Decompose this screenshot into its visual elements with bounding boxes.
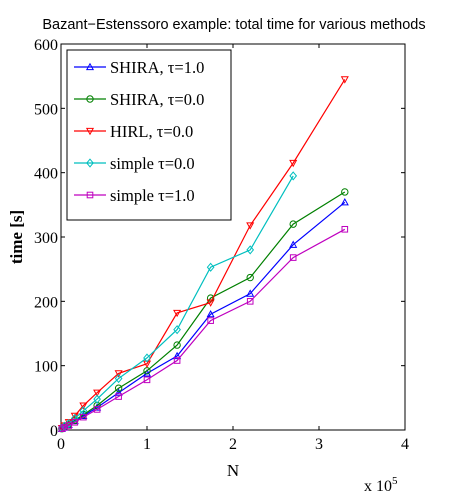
data-point-simple-1-0: [246, 298, 254, 305]
data-point-simple-0-0: [289, 171, 298, 181]
y-tick-label: 100: [34, 359, 58, 376]
series-simple-1-0: [58, 225, 349, 433]
y-tick-label: 600: [34, 37, 58, 54]
series-layer: [57, 76, 349, 433]
series-line-simple-0-0: [61, 175, 294, 429]
data-point-shira-1-0: [142, 369, 152, 377]
data-point-simple-1-0: [71, 418, 79, 426]
data-point-hirl-0-0: [93, 389, 102, 397]
data-point-simple-1-0: [61, 424, 68, 431]
x-tick-label: 4: [401, 436, 409, 453]
legend-marker: [85, 127, 95, 136]
legend-label: simple τ=0.0: [110, 154, 195, 173]
axis-ticks: 0 1 2 3 4 0 100 200 300 400 500 600: [34, 37, 409, 453]
x-tick-label: 2: [229, 436, 237, 453]
legend: SHIRA, τ=1.0 SHIRA, τ=0.0 HIRL, τ=0.0 simpl…: [66, 49, 232, 221]
data-point-hirl-0-0: [206, 299, 215, 307]
x-multiplier: x 105: [364, 475, 398, 495]
data-point-simple-0-0: [93, 394, 101, 404]
y-axis-label: time [s]: [7, 210, 26, 264]
data-point-shira-1-0: [114, 388, 123, 396]
x-tick-label: 0: [57, 436, 65, 453]
legend-box: [66, 49, 232, 221]
data-point-simple-1-0: [93, 406, 101, 413]
data-point-shira-0-0: [246, 273, 254, 282]
data-point-simple-0-0: [206, 262, 215, 272]
legend-marker: [86, 95, 94, 103]
data-point-shira-0-0: [173, 341, 181, 349]
legend-item-hirl-0-0: HIRL, τ=0.0: [74, 122, 193, 141]
data-point-shira-1-0: [289, 240, 298, 248]
data-point-shira-1-0: [340, 198, 349, 206]
data-point-simple-1-0: [173, 357, 181, 364]
x-multiplier-exponent: 5: [392, 475, 398, 487]
y-tick-label: 400: [34, 166, 58, 183]
data-point-shira-1-0: [246, 289, 255, 297]
legend-item-simple-0-0: simple τ=0.0: [74, 154, 195, 173]
legend-label: SHIRA, τ=0.0: [110, 90, 204, 109]
data-point-hirl-0-0: [173, 309, 182, 318]
data-point-simple-0-0: [246, 245, 255, 255]
data-point-hirl-0-0: [289, 159, 298, 168]
data-point-simple-1-0: [143, 376, 151, 384]
legend-label: HIRL, τ=0.0: [110, 122, 193, 141]
series-line-simple-1-0: [61, 228, 346, 430]
data-point-simple-0-0: [173, 325, 181, 335]
x-axis-label: N: [227, 461, 239, 480]
legend-marker: [85, 62, 95, 71]
legend-item-shira-1-0: SHIRA, τ=1.0: [74, 58, 204, 77]
legend-label: SHIRA, τ=1.0: [110, 58, 204, 77]
legend-marker: [86, 158, 94, 168]
data-point-simple-1-0: [289, 254, 297, 261]
data-point-simple-1-0: [341, 225, 349, 233]
data-point-hirl-0-0: [340, 76, 349, 84]
x-tick-label: 3: [315, 436, 323, 453]
legend-item-simple-1-0: simple τ=1.0: [74, 186, 195, 205]
y-tick-label: 0: [50, 423, 58, 440]
x-tick-label: 1: [143, 436, 151, 453]
y-tick-label: 200: [34, 294, 58, 311]
data-point-hirl-0-0: [114, 370, 123, 378]
chart-title: Bazant−Estenssoro example: total time fo…: [42, 17, 425, 33]
data-point-simple-0-0: [143, 353, 151, 363]
data-point-hirl-0-0: [246, 222, 255, 230]
data-point-simple-1-0: [115, 393, 122, 400]
data-point-shira-1-0: [206, 309, 215, 318]
legend-item-shira-0-0: SHIRA, τ=0.0: [74, 90, 204, 109]
data-point-simple-1-0: [207, 317, 214, 324]
data-point-shira-0-0: [289, 220, 297, 228]
data-point-shira-0-0: [341, 188, 349, 196]
data-point-shira-1-0: [173, 351, 182, 360]
y-tick-label: 300: [34, 230, 58, 247]
y-tick-label: 500: [34, 101, 58, 118]
legend-label: simple τ=1.0: [110, 186, 195, 205]
data-point-simple-0-0: [114, 373, 123, 384]
data-point-hirl-0-0: [79, 402, 88, 410]
data-point-shira-0-0: [114, 384, 123, 392]
data-point-simple-1-0: [80, 413, 87, 421]
x-multiplier-base: x 10: [364, 478, 392, 495]
legend-marker: [86, 191, 94, 199]
